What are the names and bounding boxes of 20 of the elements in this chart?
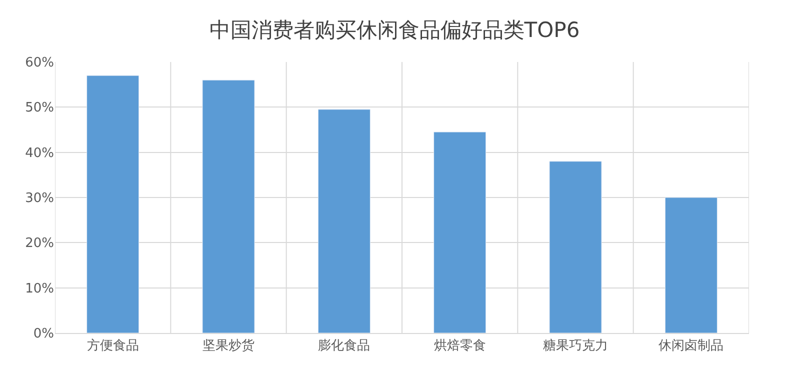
y-tick-label: 0%	[33, 326, 54, 342]
y-tick-label: 40%	[25, 146, 54, 161]
bar	[434, 132, 486, 333]
y-tick-label: 30%	[25, 191, 54, 206]
bar	[549, 161, 602, 333]
x-tick-label: 方便食品	[86, 338, 139, 354]
y-tick-label: 60%	[25, 56, 54, 71]
x-tick-label: 膨化食品	[318, 338, 370, 354]
y-tick-label: 20%	[25, 236, 54, 252]
bar	[202, 80, 255, 333]
x-tick-label: 休闲卤制品	[658, 338, 724, 354]
y-tick-label: 10%	[25, 281, 54, 296]
bar	[86, 75, 140, 333]
x-tick-label: 坚果炒货	[202, 338, 254, 354]
x-tick-label: 糖果巧克力	[543, 338, 608, 354]
chart-title: 中国消费者购买休闲食品偏好品类TOP6	[209, 18, 580, 42]
x-tick-label: 烘焙零食	[434, 338, 486, 354]
bar	[664, 197, 718, 333]
y-tick-label: 50%	[25, 100, 54, 116]
bar	[318, 109, 370, 333]
